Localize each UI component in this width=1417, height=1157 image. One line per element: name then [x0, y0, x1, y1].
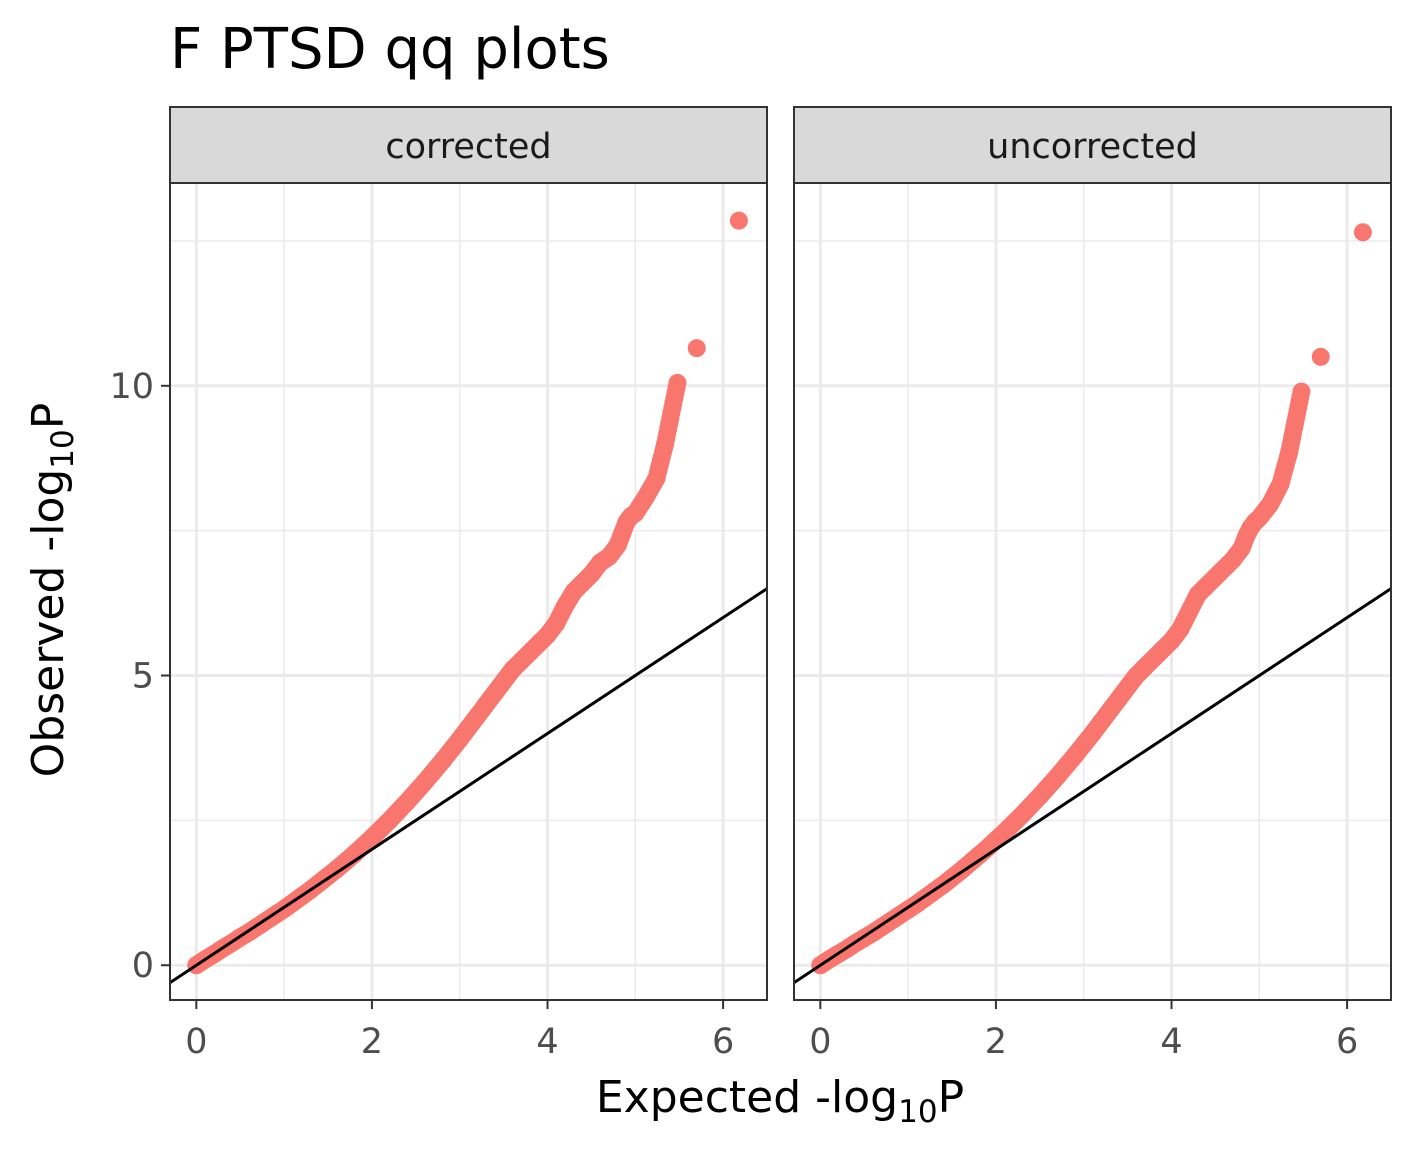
- qq-point: [1353, 223, 1372, 242]
- qq-point: [687, 339, 706, 358]
- facet-strip-label: uncorrected: [987, 127, 1198, 167]
- x-tick-label: 4: [1160, 1022, 1182, 1062]
- facet-strip: [169, 106, 768, 184]
- qq-point: [1280, 443, 1299, 462]
- x-tick-label: 0: [185, 1022, 207, 1062]
- panel-background: [794, 183, 1391, 1000]
- panel-uncorrected: uncorrected 0 2 4 6: [793, 106, 1392, 1062]
- panel-corrected: corrected 0 2 4 6 0 5 10: [109, 106, 768, 1062]
- y-tick-label: 5: [132, 657, 154, 697]
- y-axis-title-suffix: P: [23, 403, 74, 430]
- x-tick-label: 0: [809, 1022, 831, 1062]
- y-tick-label: 10: [109, 367, 154, 407]
- x-tick-label: 2: [361, 1022, 383, 1062]
- qq-point: [1250, 508, 1269, 527]
- qq-point: [1180, 602, 1199, 621]
- x-axis-title-suffix: P: [938, 1072, 965, 1123]
- qq-point: [1271, 475, 1290, 494]
- panel-background: [170, 183, 767, 1000]
- x-tick-label: 6: [712, 1022, 734, 1062]
- chart-title: F PTSD qq plots: [170, 17, 610, 82]
- facet-strip-label: corrected: [385, 127, 551, 167]
- qq-point: [626, 504, 645, 523]
- x-tick-label: 2: [985, 1022, 1007, 1062]
- qq-point: [656, 434, 675, 453]
- y-axis-title-main: Observed -log: [23, 469, 74, 778]
- panel-data-layer: [794, 223, 1391, 984]
- y-axis-title: Observed -log10P: [23, 403, 81, 778]
- qq-point: [636, 488, 655, 507]
- qq-point: [729, 211, 748, 230]
- panel-data-layer: [170, 211, 767, 984]
- qq-point: [556, 596, 575, 615]
- reference-line: [170, 587, 767, 984]
- qq-point: [1311, 347, 1330, 366]
- qq-point: [668, 373, 687, 392]
- facet-strip: [793, 106, 1392, 184]
- x-axis-title-subscript: 10: [898, 1094, 937, 1130]
- qq-point: [647, 469, 666, 488]
- y-axis-title-subscript: 10: [45, 429, 81, 468]
- y-tick-label: 0: [132, 946, 154, 986]
- qq-point: [1292, 382, 1311, 401]
- x-axis-title: Expected -log10P: [596, 1072, 964, 1130]
- x-tick-label: 6: [1336, 1022, 1358, 1062]
- x-tick-label: 4: [536, 1022, 558, 1062]
- reference-line: [794, 587, 1391, 984]
- x-axis-title-main: Expected -log: [596, 1072, 898, 1123]
- qq-point: [1260, 495, 1279, 514]
